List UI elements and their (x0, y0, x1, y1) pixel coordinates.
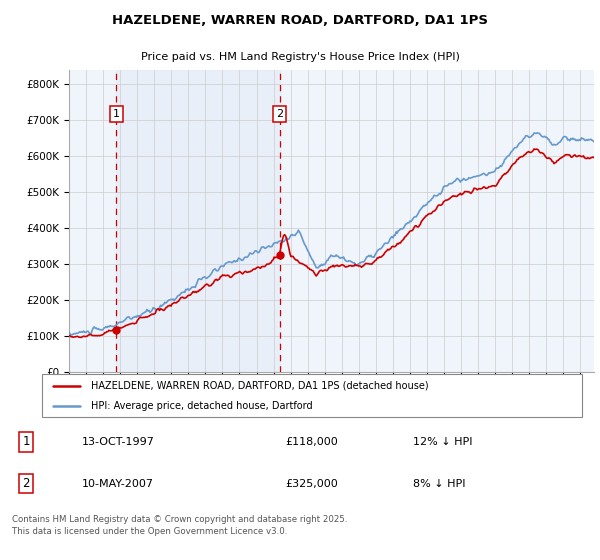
Text: HAZELDENE, WARREN ROAD, DARTFORD, DA1 1PS: HAZELDENE, WARREN ROAD, DARTFORD, DA1 1P… (112, 14, 488, 27)
Text: HPI: Average price, detached house, Dartford: HPI: Average price, detached house, Dart… (91, 401, 312, 411)
Text: 12% ↓ HPI: 12% ↓ HPI (413, 437, 473, 447)
Text: 1: 1 (23, 435, 30, 449)
Text: £325,000: £325,000 (286, 479, 338, 488)
Text: 1: 1 (113, 109, 120, 119)
Text: Contains HM Land Registry data © Crown copyright and database right 2025.
This d: Contains HM Land Registry data © Crown c… (12, 515, 347, 535)
Text: £118,000: £118,000 (286, 437, 338, 447)
Text: Price paid vs. HM Land Registry's House Price Index (HPI): Price paid vs. HM Land Registry's House … (140, 53, 460, 63)
FancyBboxPatch shape (42, 374, 582, 417)
Bar (116, 70, 280, 372)
Text: HAZELDENE, WARREN ROAD, DARTFORD, DA1 1PS (detached house): HAZELDENE, WARREN ROAD, DARTFORD, DA1 1P… (91, 381, 428, 391)
Text: 8% ↓ HPI: 8% ↓ HPI (413, 479, 466, 488)
Text: 2: 2 (276, 109, 283, 119)
Text: 10-MAY-2007: 10-MAY-2007 (82, 479, 154, 488)
Text: 2: 2 (23, 477, 30, 490)
Text: 13-OCT-1997: 13-OCT-1997 (82, 437, 155, 447)
